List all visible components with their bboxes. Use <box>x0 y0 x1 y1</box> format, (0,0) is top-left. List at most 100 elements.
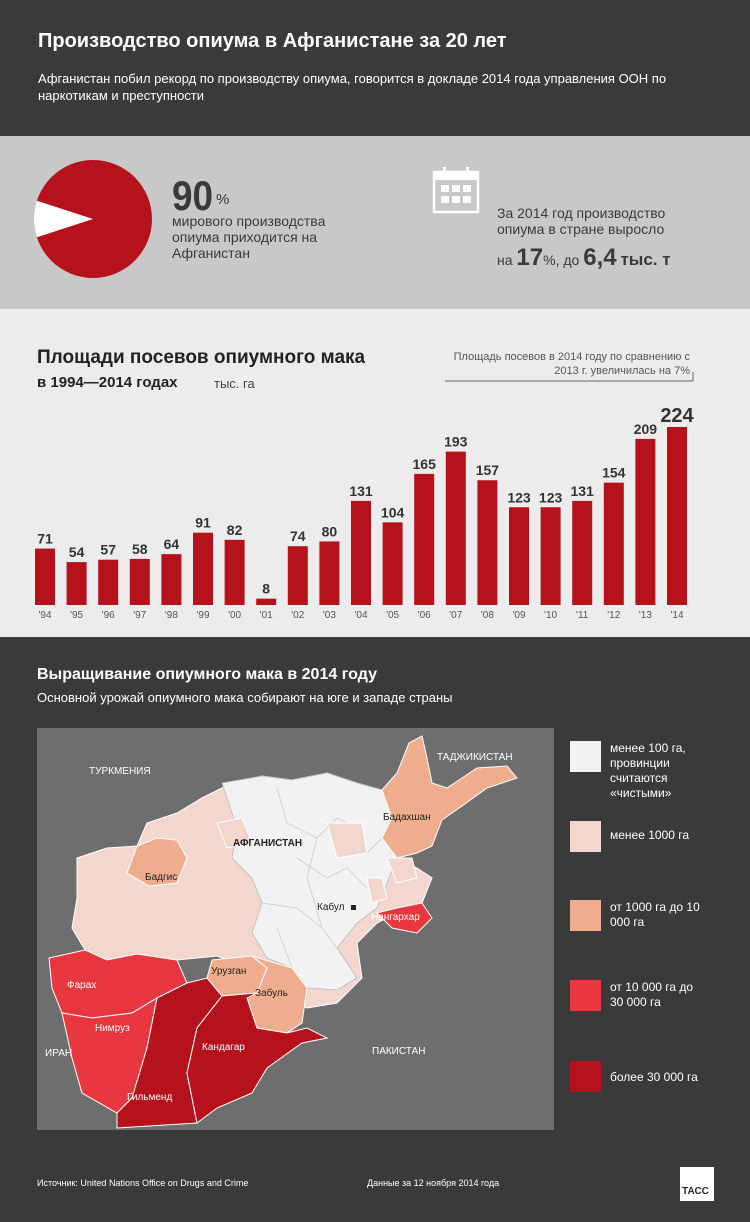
label-zabul: Забуль <box>255 987 288 999</box>
page-title: Производство опиума в Афганистане за 20 … <box>38 30 507 52</box>
bar-value-label: 224 <box>660 405 694 427</box>
label-iran: ИРАН <box>45 1048 72 1059</box>
bar-value-label: 91 <box>195 515 211 531</box>
growth-prefix: на <box>497 252 513 268</box>
world-share-text: мирового производства опиума приходится … <box>172 213 326 261</box>
x-tick-label: '97 <box>133 610 146 621</box>
legend-label: более 30 000 га <box>610 1070 698 1084</box>
bar-13 <box>635 438 656 605</box>
bar-10 <box>540 507 561 605</box>
x-tick-label: '01 <box>260 610 273 621</box>
x-tick-label: '12 <box>607 610 620 621</box>
x-tick-label: '95 <box>70 610 83 621</box>
bar-05 <box>382 522 403 605</box>
date-note: Данные за 12 ноября 2014 года <box>367 1178 500 1188</box>
label-pakistan: ПАКИСТАН <box>372 1046 425 1057</box>
label-helmand: Гильменд <box>127 1092 172 1103</box>
map-panel: ТУРКМЕНИЯ ТАДЖИКИСТАН ИРАН ПАКИСТАН АФГА… <box>37 728 554 1130</box>
legend-label: от 10 000 га до 30 000 га <box>610 980 694 1009</box>
bar-02 <box>287 546 308 605</box>
stats-band: 90 % мирового производства опиума приход… <box>0 136 750 309</box>
bar-value-label: 165 <box>413 456 437 472</box>
map-title: Выращивание опиумного мака в 2014 году <box>37 666 377 683</box>
tass-logo <box>680 1167 714 1201</box>
bar-chart: 71 '94 54 '95 57 '96 58 '97 64 '98 91 '99 82 '00 8 '01 7… <box>35 372 695 621</box>
label-turkmenistan: ТУРКМЕНИЯ <box>89 766 151 777</box>
bar-01 <box>256 598 277 605</box>
x-tick-label: '02 <box>291 610 304 621</box>
label-nangarhar: Нангархар <box>371 912 420 923</box>
legend-label: менее 1000 га <box>610 828 690 842</box>
bar-value-label: 123 <box>539 489 563 505</box>
legend-label: менее 100 га, провинции считаются «чисты… <box>610 741 686 800</box>
label-tajikistan: ТАДЖИКИСТАН <box>437 752 513 763</box>
label-kandahar: Кандагар <box>202 1042 245 1053</box>
x-tick-label: '94 <box>38 610 51 621</box>
x-tick-label: '03 <box>323 610 336 621</box>
x-tick-label: '06 <box>418 610 431 621</box>
x-tick-label: '05 <box>386 610 399 621</box>
x-tick-label: '99 <box>196 610 209 621</box>
x-tick-label: '13 <box>639 610 652 621</box>
x-tick-label: '11 <box>576 610 589 621</box>
pie-rest-slice <box>34 200 93 238</box>
world-share-pie <box>34 160 152 278</box>
label-badakhshan: Бадахшан <box>383 812 431 823</box>
x-tick-label: '14 <box>670 610 683 621</box>
x-tick-label: '09 <box>512 610 525 621</box>
bar-value-label: 58 <box>132 541 148 557</box>
bar-07 <box>445 451 466 605</box>
bar-04 <box>351 500 371 605</box>
world-share-value-block: 90 % <box>172 172 229 220</box>
x-tick-label: '07 <box>449 610 462 621</box>
chart-title: Площади посевов опиумного мака <box>37 347 366 368</box>
bar-11 <box>572 500 593 605</box>
x-tick-label: '08 <box>481 610 494 621</box>
bar-95 <box>66 562 87 605</box>
bar-08 <box>477 480 498 605</box>
chart-note: Площадь посевов в 2014 году по сравнению… <box>453 351 690 377</box>
growth-amount-unit: тыс. т <box>620 250 671 269</box>
growth-pct: 17 <box>516 244 544 271</box>
bar-06 <box>414 473 435 605</box>
bar-value-label: 193 <box>444 434 468 450</box>
growth-to: до <box>563 252 580 268</box>
bar-value-label: 74 <box>290 528 306 544</box>
province-kapisa-pink <box>366 877 388 904</box>
calendar-icon <box>432 167 480 214</box>
province-nangarhar <box>376 902 433 934</box>
bar-value-label: 123 <box>507 489 531 505</box>
province-badakhshan <box>381 735 518 859</box>
source-note: Источник: United Nations Office on Drugs… <box>37 1178 249 1188</box>
x-tick-label: '00 <box>228 610 241 621</box>
growth-text: За 2014 год производство опиума в стране… <box>497 205 666 237</box>
bar-value-label: 209 <box>634 421 658 437</box>
legend-swatch <box>570 741 601 772</box>
bar-value-label: 80 <box>322 523 338 539</box>
page-subtitle: Афганистан побил рекорд по производству … <box>38 71 667 103</box>
label-badghis: Бадгис <box>145 872 177 883</box>
bar-96 <box>98 559 119 605</box>
bar-value-label: 131 <box>349 483 373 499</box>
label-kabul: Кабул <box>317 901 345 913</box>
x-tick-label: '10 <box>544 610 557 621</box>
bar-98 <box>161 554 182 605</box>
bar-value-label: 8 <box>262 581 270 597</box>
world-share-unit: % <box>216 191 230 208</box>
x-tick-label: '98 <box>165 610 178 621</box>
world-share-value: 90 <box>172 172 214 219</box>
bar-00 <box>224 539 245 605</box>
growth-pct-unit: %, <box>543 252 560 268</box>
label-nimruz: Нимруз <box>95 1023 130 1034</box>
chart-unit: тыс. га <box>214 376 255 391</box>
bar-99 <box>193 532 213 605</box>
province-borders <box>261 787 383 969</box>
bar-value-label: 154 <box>602 465 626 481</box>
growth-figures: на 17%, до 6,4 тыс. т <box>497 244 671 272</box>
label-afghanistan: АФГАНИСТАН <box>233 838 302 849</box>
growth-amount: 6,4 <box>583 244 617 271</box>
label-farah: Фарах <box>67 980 96 991</box>
bar-97 <box>129 558 150 605</box>
bar-value-label: 54 <box>69 544 85 560</box>
header: Производство опиума в Афганистане за 20 … <box>0 0 750 136</box>
